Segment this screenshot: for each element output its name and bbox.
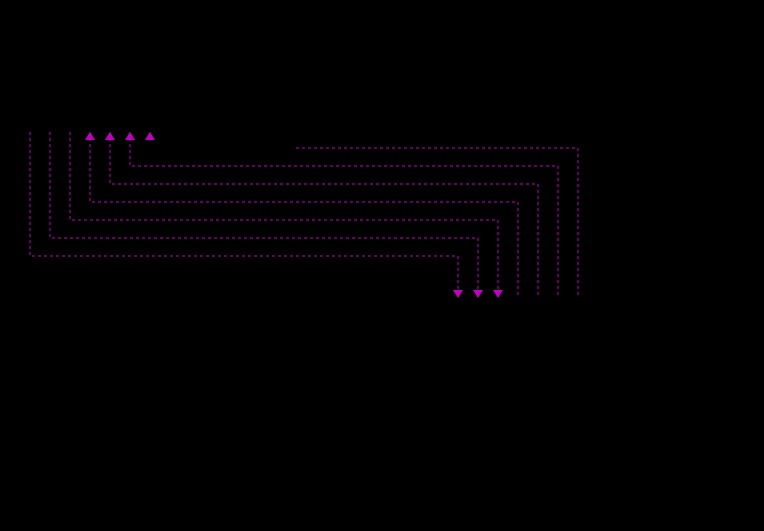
flow-line <box>50 132 478 298</box>
flow-line <box>30 132 458 298</box>
flow-arrowhead <box>473 290 483 298</box>
architecture-diagram <box>0 0 764 531</box>
flow-line <box>130 132 558 298</box>
flow-line <box>90 132 518 298</box>
flow-arrowhead <box>493 290 503 298</box>
flow-line <box>150 132 578 298</box>
flow-line <box>110 132 538 298</box>
flow-arrowhead <box>125 132 135 140</box>
flow-line <box>70 132 498 298</box>
flow-arrowhead <box>85 132 95 140</box>
flow-arrowhead <box>145 132 155 140</box>
flow-arrowhead <box>453 290 463 298</box>
flow-label-bg <box>140 140 294 156</box>
flow-arrowhead <box>105 132 115 140</box>
